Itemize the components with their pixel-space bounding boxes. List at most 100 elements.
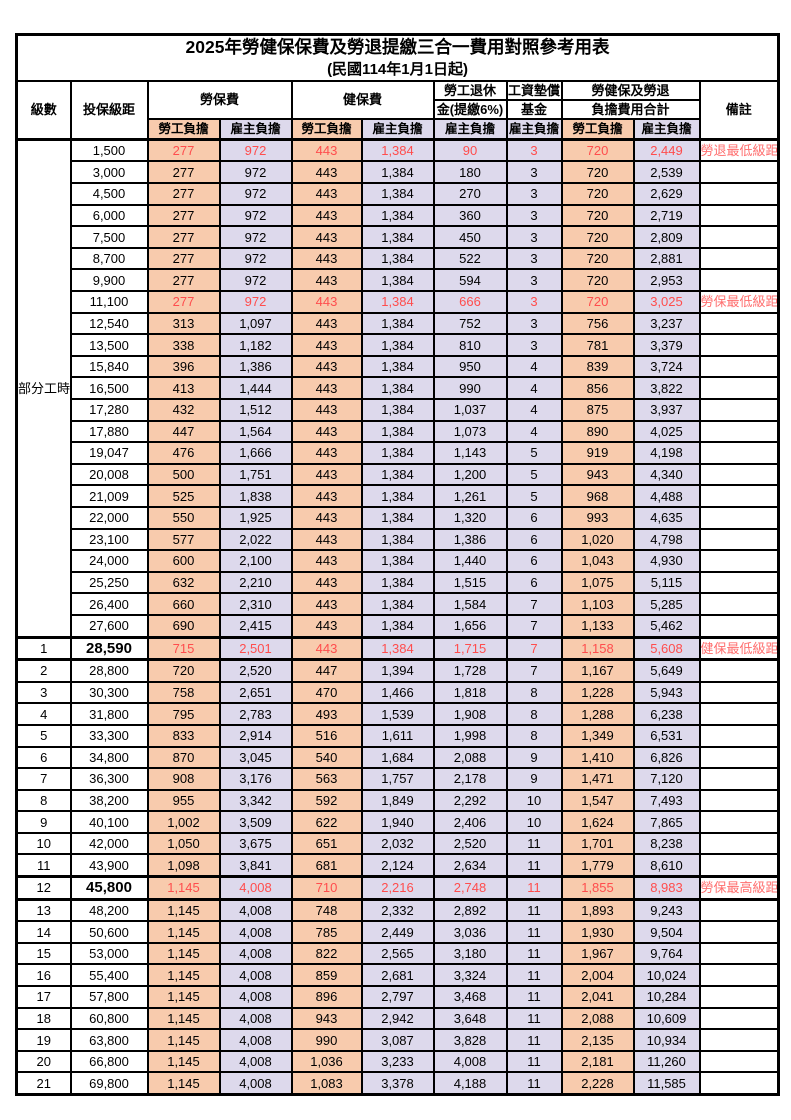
fee-cell: 3 — [505, 203, 563, 228]
table-row: 8 38,200 955 3,342 592 1,849 2,292 10 1,547 7,493 — [15, 788, 780, 813]
note-cell — [698, 419, 780, 444]
fee-cell: 972 — [218, 182, 293, 206]
header-row-1: 級數 投保級距 勞保費 健保費 勞工退休 工資墊償 勞健保及勞退 備註 — [15, 79, 780, 141]
fee-cell: 2,783 — [218, 702, 293, 726]
table-row: 17,280 432 1,512 443 1,384 1,037 4 875 3,937 — [17, 398, 780, 422]
fee-cell: 781 — [560, 333, 635, 357]
fee-cell: 3,841 — [218, 853, 293, 878]
table-row: 9 40,100 1,002 3,509 622 1,940 2,406 10 1,624 7,8… — [15, 810, 780, 834]
bracket-cell: 16,500 — [69, 376, 149, 400]
fee-cell: 396 — [146, 354, 221, 379]
fee-cell: 4,008 — [218, 920, 293, 944]
bracket-cell: 63,800 — [69, 1028, 149, 1052]
fee-cell: 443 — [290, 592, 363, 616]
fee-cell: 1,684 — [360, 745, 435, 770]
fee-cell: 1,547 — [560, 788, 635, 813]
bracket-cell: 17,880 — [69, 419, 149, 444]
fee-cell: 4,025 — [632, 419, 701, 444]
note-cell: 健保最低級距 — [698, 635, 780, 662]
level-cell: 10 — [15, 831, 72, 856]
fee-cell: 11 — [505, 831, 563, 856]
fee-cell: 5,462 — [632, 613, 701, 639]
fee-cell: 690 — [146, 613, 221, 639]
fee-cell: 5 — [505, 462, 563, 487]
level-cell: 19 — [15, 1028, 72, 1052]
fee-cell: 972 — [218, 138, 293, 163]
note-cell — [698, 680, 780, 705]
level-cell: 13 — [15, 898, 72, 923]
fee-cell: 11 — [505, 963, 563, 988]
fee-cell: 1,701 — [560, 831, 635, 856]
fee-cell: 443 — [290, 484, 363, 508]
fee-cell: 1,384 — [360, 484, 435, 508]
header-bracket: 投保級距 — [69, 79, 149, 141]
fee-cell: 1,512 — [218, 398, 293, 422]
fee-cell: 313 — [146, 311, 221, 336]
note-cell — [698, 225, 780, 249]
fee-cell: 443 — [290, 613, 363, 639]
bracket-cell: 13,500 — [69, 333, 149, 357]
fee-cell: 2,651 — [218, 680, 293, 705]
bracket-cell: 34,800 — [69, 745, 149, 770]
fee-cell: 3 — [505, 225, 563, 249]
fee-cell: 7,865 — [632, 810, 701, 834]
fee-cell: 1,384 — [360, 376, 435, 400]
fee-cell: 919 — [560, 441, 635, 465]
table-row: 19 63,800 1,145 4,008 990 3,087 3,828 11 2,135 10… — [15, 1028, 780, 1052]
level-cell: 17 — [15, 985, 72, 1009]
fee-cell: 660 — [146, 592, 221, 616]
fee-cell: 443 — [290, 290, 363, 314]
fee-cell: 443 — [290, 225, 363, 249]
fee-cell: 1,386 — [432, 527, 508, 552]
fee-cell: 1,666 — [218, 441, 293, 465]
table-row: 15,840 396 1,386 443 1,384 950 4 839 3,724 — [17, 354, 780, 379]
bracket-cell: 12,540 — [69, 311, 149, 336]
table-row: 2 28,800 720 2,520 447 1,394 1,728 7 1,167 5,649 — [15, 658, 780, 683]
fee-cell: 993 — [560, 505, 635, 530]
fee-cell: 1,384 — [360, 570, 435, 595]
fee-cell: 1,145 — [146, 1049, 221, 1074]
table-row: 16,500 413 1,444 443 1,384 990 4 856 3,822 — [17, 376, 780, 400]
fee-cell: 180 — [432, 160, 508, 185]
premium-table: 2025年勞健保保費及勞退提繳三合一費用對照參考用表 (民國114年1月1日起)… — [15, 33, 780, 1096]
fee-cell: 2,629 — [632, 182, 701, 206]
fee-cell: 2,520 — [432, 831, 508, 856]
fee-cell: 443 — [290, 570, 363, 595]
fee-cell: 810 — [432, 333, 508, 357]
fee-cell: 1,143 — [432, 441, 508, 465]
level-cell: 5 — [15, 723, 72, 748]
fee-cell: 4,008 — [218, 985, 293, 1009]
note-cell — [698, 311, 780, 336]
fee-cell: 5,115 — [632, 570, 701, 595]
fee-cell: 443 — [290, 203, 363, 228]
fee-cell: 443 — [290, 419, 363, 444]
table-row: 12 45,800 1,145 4,008 710 2,216 2,748 11 1,855 8,… — [15, 875, 780, 901]
fee-cell: 1,624 — [560, 810, 635, 834]
fee-cell: 950 — [432, 354, 508, 379]
fee-cell: 710 — [290, 875, 363, 901]
header-total-self: 勞工負擔 — [560, 117, 635, 141]
bracket-cell: 11,100 — [69, 290, 149, 314]
fee-cell: 2,022 — [218, 527, 293, 552]
fee-cell: 2,210 — [218, 570, 293, 595]
note-cell — [698, 398, 780, 422]
fee-cell: 2,719 — [632, 203, 701, 228]
fee-cell: 720 — [560, 225, 635, 249]
table-row: 24,000 600 2,100 443 1,384 1,440 6 1,043 4,930 — [17, 549, 780, 573]
fee-cell: 6,531 — [632, 723, 701, 748]
fee-cell: 2,565 — [360, 941, 435, 966]
fee-cell: 1,564 — [218, 419, 293, 444]
fee-cell: 360 — [432, 203, 508, 228]
fee-cell: 11,260 — [632, 1049, 701, 1074]
level-cell: 11 — [15, 853, 72, 878]
fee-cell: 270 — [432, 182, 508, 206]
table-row: 11 43,900 1,098 3,841 681 2,124 2,634 11 1,779 8,… — [15, 853, 780, 878]
fee-cell: 3,036 — [432, 920, 508, 944]
fee-cell: 7,120 — [632, 767, 701, 791]
table-row: 8,700 277 972 443 1,384 522 3 720 2,881 — [17, 246, 780, 271]
fee-cell: 1,103 — [560, 592, 635, 616]
fee-cell: 550 — [146, 505, 221, 530]
fee-cell: 715 — [146, 635, 221, 662]
fee-cell: 1,384 — [360, 592, 435, 616]
fee-cell: 6,238 — [632, 702, 701, 726]
